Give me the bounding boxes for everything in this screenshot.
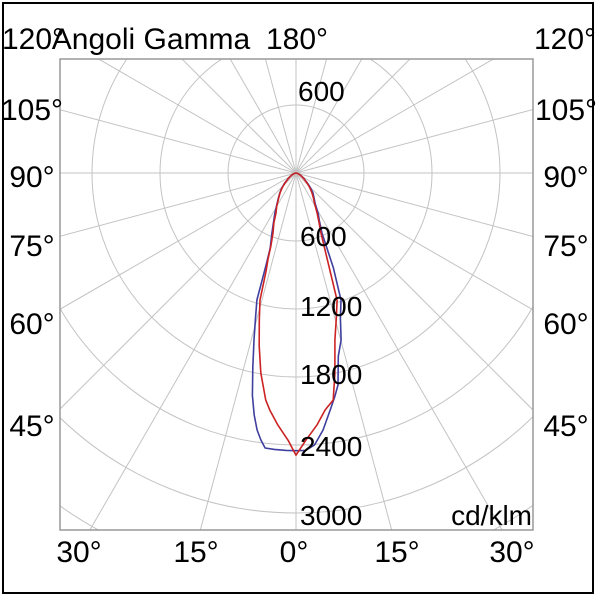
grid-ray-105: [295, 108, 533, 174]
grid-ray-150: [295, 59, 363, 174]
grid-ray-300: [60, 172, 297, 310]
gamma-label-right-60: 60°: [543, 308, 589, 341]
gamma-label-left-45: 45°: [9, 410, 55, 443]
gamma-label-right-105: 105°: [534, 94, 598, 127]
outer-frame: [2, 2, 594, 594]
gamma-label-120-right: 120°: [533, 23, 597, 56]
grid-ray-225: [181, 59, 297, 174]
gamma-label-right-75: 75°: [543, 230, 589, 263]
chart-title: Angoli Gamma: [51, 23, 251, 56]
grid-ray-285: [60, 172, 297, 237]
gamma-label-180-top: 180°: [265, 23, 329, 56]
grid-ray-195: [264, 59, 297, 174]
grid-ray-315: [60, 172, 297, 410]
grid-ray-75: [295, 172, 533, 238]
grid-ray-15: [295, 172, 393, 530]
gamma-label-bottom-0: 30°: [56, 536, 102, 569]
gamma-label-left-105: 105°: [0, 94, 64, 127]
grid-ray-345: [199, 172, 297, 530]
curve-red: [258, 172, 338, 456]
grid-ray-330: [89, 172, 297, 530]
radial-label-1200: 1200: [300, 291, 363, 322]
grid-ray-210: [229, 59, 297, 174]
grid-ray-120: [295, 59, 495, 174]
gamma-label-bottom-4: 30°: [489, 536, 535, 569]
gamma-label-bottom-3: 15°: [374, 536, 420, 569]
gamma-label-right-90: 90°: [543, 161, 589, 194]
radial-label-2400: 2400: [300, 431, 363, 462]
gamma-label-right-45: 45°: [543, 410, 589, 443]
grid-ray-45: [295, 172, 533, 411]
unit-label: cd/klm: [451, 500, 532, 531]
gamma-label-120-left: 120°: [1, 23, 65, 56]
gamma-label-left-60: 60°: [9, 308, 55, 341]
radial-label-600-upper: 600: [298, 76, 345, 107]
radial-label-1800: 1800: [300, 359, 363, 390]
grid-ray-30: [295, 172, 503, 530]
gamma-label-bottom-2: 0°: [279, 536, 309, 569]
grid-ray-240: [97, 59, 297, 174]
grid-ray-60: [295, 172, 533, 311]
grid-ray-255: [60, 109, 297, 174]
gamma-label-left-75: 75°: [9, 230, 55, 263]
gamma-label-bottom-1: 15°: [173, 536, 219, 569]
radial-label-600: 600: [300, 221, 347, 252]
plot-box-border: [59, 58, 534, 531]
grid-ray-135: [295, 59, 411, 174]
radial-label-3000: 3000: [300, 500, 363, 531]
grid-ray-165: [295, 59, 328, 174]
gamma-label-left-90: 90°: [9, 161, 55, 194]
